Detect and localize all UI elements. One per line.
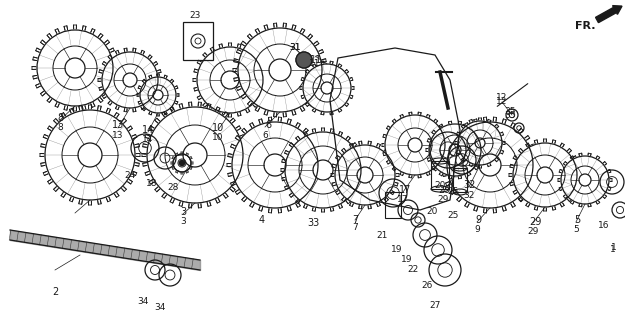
- Text: 19: 19: [401, 255, 412, 265]
- Text: 4: 4: [259, 215, 265, 225]
- Text: 20: 20: [434, 180, 446, 189]
- Text: 2: 2: [52, 287, 58, 297]
- Text: 16: 16: [598, 220, 610, 229]
- Text: 21: 21: [376, 230, 388, 239]
- Text: 11: 11: [310, 55, 322, 65]
- Circle shape: [179, 160, 185, 166]
- Circle shape: [140, 77, 176, 113]
- Circle shape: [458, 121, 502, 165]
- Text: 7: 7: [352, 215, 358, 225]
- Circle shape: [238, 28, 322, 112]
- Text: 3: 3: [180, 207, 186, 217]
- Circle shape: [285, 132, 361, 208]
- Circle shape: [232, 122, 318, 208]
- Text: 25: 25: [448, 211, 459, 220]
- Text: 19: 19: [391, 245, 402, 254]
- Text: 27: 27: [429, 300, 441, 309]
- Text: 6: 6: [265, 120, 271, 130]
- Text: 1: 1: [610, 245, 616, 254]
- Text: 24: 24: [124, 171, 136, 180]
- Text: 31: 31: [289, 44, 301, 52]
- Bar: [431, 161, 449, 189]
- Text: 14: 14: [142, 135, 154, 145]
- Text: 29: 29: [529, 217, 541, 227]
- Text: 9: 9: [474, 226, 480, 235]
- Text: 10: 10: [213, 133, 224, 142]
- Text: 8: 8: [57, 113, 63, 123]
- Text: 34: 34: [154, 302, 166, 311]
- Text: 7: 7: [352, 223, 358, 233]
- Circle shape: [513, 143, 577, 207]
- Circle shape: [335, 145, 395, 205]
- Text: 1: 1: [611, 244, 617, 252]
- Text: 25: 25: [448, 188, 459, 196]
- Text: 29: 29: [528, 227, 539, 236]
- Text: 28: 28: [168, 182, 179, 191]
- Text: 9: 9: [475, 215, 481, 225]
- Text: 12: 12: [496, 93, 508, 102]
- Circle shape: [296, 52, 312, 68]
- Text: 6: 6: [262, 131, 268, 140]
- Text: 33: 33: [307, 218, 319, 228]
- Text: 10: 10: [212, 123, 224, 133]
- Text: 20: 20: [426, 207, 438, 217]
- Text: FR.: FR.: [575, 21, 596, 31]
- Circle shape: [45, 110, 135, 200]
- Text: 17: 17: [399, 185, 411, 195]
- Bar: [183, 22, 213, 60]
- Text: 13: 13: [112, 132, 124, 140]
- Text: 29: 29: [438, 185, 450, 195]
- Circle shape: [447, 122, 533, 208]
- Text: 34: 34: [138, 298, 149, 307]
- Circle shape: [303, 64, 351, 112]
- Text: 13: 13: [112, 120, 124, 130]
- Text: 26: 26: [421, 281, 432, 290]
- Text: 22: 22: [408, 266, 419, 275]
- Circle shape: [197, 47, 263, 113]
- Circle shape: [429, 124, 481, 176]
- Text: 5: 5: [574, 215, 580, 225]
- Bar: [453, 168, 467, 192]
- Circle shape: [147, 107, 243, 203]
- FancyArrow shape: [596, 6, 622, 23]
- Circle shape: [385, 115, 445, 175]
- Text: 3: 3: [180, 218, 186, 227]
- Circle shape: [561, 156, 609, 204]
- Text: 12: 12: [496, 98, 508, 107]
- Circle shape: [173, 154, 191, 172]
- Text: 8: 8: [57, 124, 63, 132]
- Text: 14: 14: [142, 125, 154, 135]
- Text: 18: 18: [146, 179, 158, 188]
- Circle shape: [37, 30, 113, 106]
- Circle shape: [102, 52, 158, 108]
- Text: 17: 17: [398, 196, 409, 204]
- Text: 35: 35: [504, 108, 516, 116]
- Bar: [385, 192, 401, 218]
- Text: 32: 32: [463, 190, 475, 199]
- Text: 35: 35: [504, 111, 516, 121]
- Text: 32: 32: [464, 180, 476, 190]
- Text: 29: 29: [438, 196, 449, 204]
- Text: 5: 5: [573, 226, 579, 235]
- Text: 23: 23: [189, 11, 201, 20]
- Text: 31: 31: [289, 44, 301, 52]
- Text: 11: 11: [309, 60, 321, 68]
